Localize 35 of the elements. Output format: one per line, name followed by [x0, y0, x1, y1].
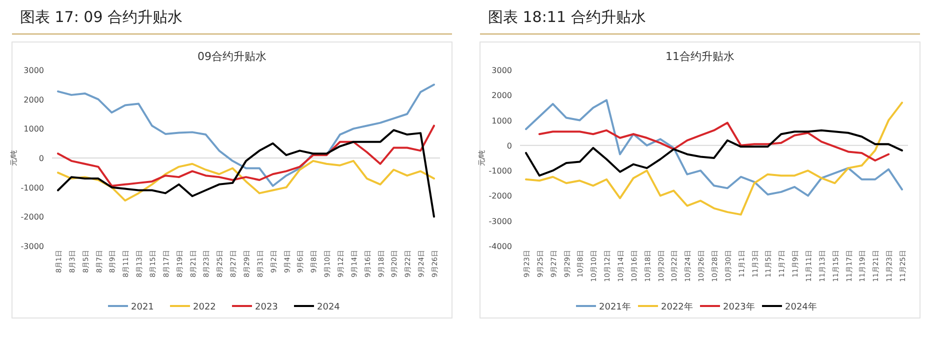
legend-label: 2021年: [599, 302, 631, 312]
y-tick-label: 0: [38, 154, 44, 163]
y-tick-label: 3000: [492, 66, 512, 75]
y-tick-label: 3000: [24, 66, 44, 75]
chart-subtitle: 09合约升贴水: [198, 50, 266, 63]
legend-label: 2023年: [723, 302, 755, 312]
y-tick-label: 0: [506, 141, 512, 150]
y-tick-label: -4000: [488, 242, 512, 251]
chart-subtitle: 11合约升贴水: [666, 50, 734, 63]
y-tick-label: -1000: [20, 183, 44, 192]
line-series: [525, 102, 903, 216]
y-tick-label: 1000: [24, 124, 44, 134]
y-tick-label: 2000: [24, 95, 44, 104]
legend-label: 2022: [193, 302, 216, 312]
y-tick-label: -3000: [20, 242, 44, 251]
y-tick-label: -2000: [20, 212, 44, 222]
line-series: [57, 84, 435, 187]
line-series: [525, 99, 903, 197]
chart-title: 图表 17: 09 合约升贴水: [20, 8, 183, 26]
line-series: [57, 129, 435, 218]
legend-label: 2022年: [661, 302, 693, 312]
y-tick-label: -3000: [488, 216, 512, 226]
legend-label: 2023: [255, 302, 278, 312]
y-tick-label: 2000: [492, 91, 512, 100]
legend-label: 2024年: [785, 302, 817, 312]
line-series: [57, 160, 435, 202]
legend-label: 2021: [131, 302, 154, 312]
line-series: [525, 129, 903, 177]
chart-title: 图表 18:11 合约升贴水: [488, 8, 646, 26]
line-series: [538, 122, 890, 162]
y-tick-label: -2000: [488, 192, 512, 201]
y-tick-label: 1000: [492, 116, 512, 126]
legend-label: 2024: [317, 302, 340, 312]
y-tick-label: -1000: [488, 166, 512, 176]
line-series: [57, 124, 435, 187]
